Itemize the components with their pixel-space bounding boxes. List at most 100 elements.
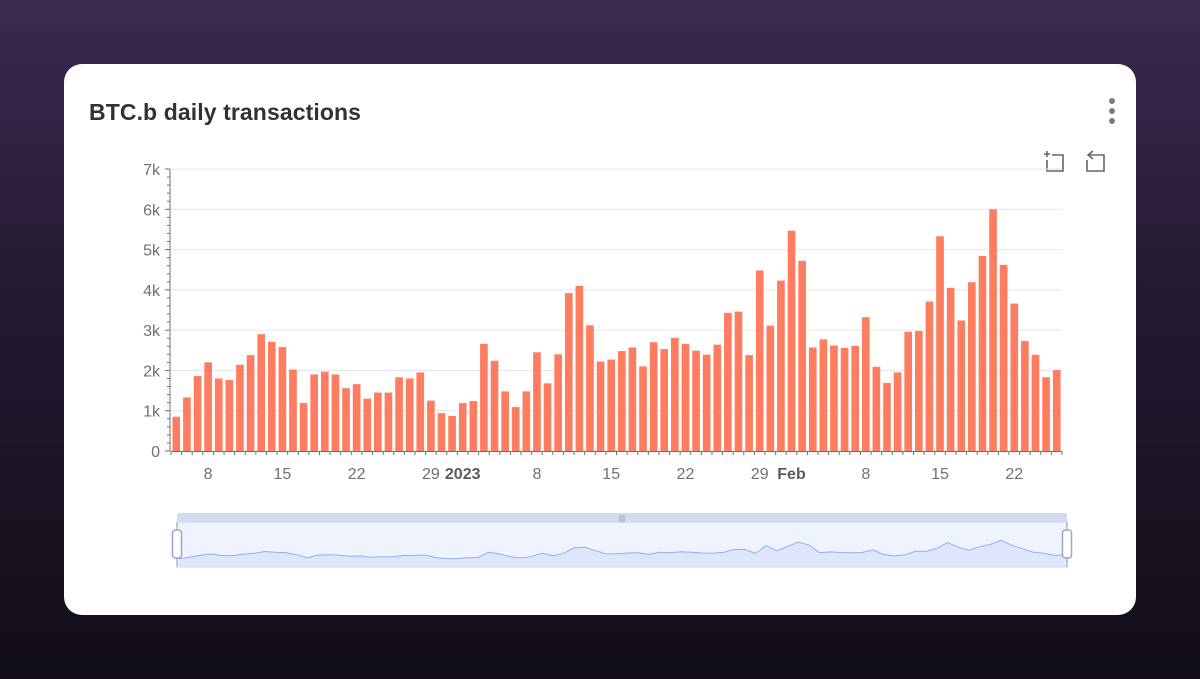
bar bbox=[957, 320, 966, 451]
bar bbox=[946, 287, 955, 451]
y-tick-label: 4k bbox=[143, 283, 161, 300]
bar bbox=[480, 343, 488, 451]
bar bbox=[522, 391, 531, 451]
bar bbox=[204, 362, 212, 451]
bar bbox=[702, 354, 711, 451]
slider-handle-left[interactable] bbox=[171, 529, 183, 559]
bar bbox=[607, 359, 616, 451]
slider-preview-area bbox=[179, 540, 1065, 566]
bar bbox=[363, 398, 372, 451]
bar bbox=[851, 345, 859, 451]
bar bbox=[405, 378, 414, 451]
bar bbox=[883, 382, 891, 451]
bar bbox=[458, 403, 467, 451]
x-tick-label: 15 bbox=[273, 466, 291, 483]
bar bbox=[808, 347, 817, 451]
bar-series bbox=[172, 209, 1061, 451]
zoom-reset-icon[interactable] bbox=[1084, 150, 1108, 174]
slider-top-bar bbox=[177, 513, 1067, 522]
bar bbox=[798, 260, 806, 451]
x-tick-label: 8 bbox=[861, 466, 870, 483]
slider-handle-right[interactable] bbox=[1061, 529, 1073, 559]
bar bbox=[1052, 370, 1061, 451]
y-tick-label: 7k bbox=[143, 162, 161, 179]
chart-card: BTC.b daily transactions 0 1k 2k 3k 4k 5k 6k 7k… bbox=[64, 64, 1136, 615]
bar bbox=[872, 366, 881, 451]
bar bbox=[766, 325, 775, 451]
x-tick-label: 29 bbox=[751, 466, 769, 483]
x-tick-label: 15 bbox=[602, 466, 620, 483]
bar bbox=[840, 347, 849, 451]
bar bbox=[448, 415, 456, 451]
bar bbox=[469, 401, 478, 451]
y-tick-label: 2k bbox=[143, 363, 161, 380]
bar bbox=[267, 341, 276, 451]
x-tick-label: 8 bbox=[532, 466, 541, 483]
x-tick-label: 8 bbox=[204, 466, 213, 483]
bar bbox=[628, 347, 637, 451]
bar bbox=[257, 334, 265, 451]
bar bbox=[352, 384, 361, 451]
x-tick-label: 22 bbox=[677, 466, 695, 483]
bar bbox=[649, 342, 658, 451]
bar bbox=[427, 400, 435, 451]
bar bbox=[968, 282, 976, 451]
bar bbox=[320, 371, 329, 451]
bar bbox=[299, 403, 308, 451]
bar-chart: 0 1k 2k 3k 4k 5k 6k 7k 8 15 22 29 2023 8 15 22 29 Feb 8 15… bbox=[143, 162, 1073, 568]
bar bbox=[819, 339, 828, 451]
bar bbox=[543, 383, 552, 451]
bar bbox=[617, 351, 626, 451]
bar bbox=[246, 355, 255, 451]
bar bbox=[437, 413, 446, 451]
y-tick-label: 6k bbox=[143, 202, 161, 219]
x-tick-label: 22 bbox=[348, 466, 366, 483]
bar bbox=[236, 364, 244, 451]
bar bbox=[787, 230, 796, 451]
bar bbox=[342, 388, 350, 451]
x-tick-label: 22 bbox=[1005, 466, 1023, 483]
bar bbox=[395, 377, 403, 451]
kebab-menu-icon[interactable] bbox=[1104, 98, 1120, 124]
bar bbox=[1031, 354, 1040, 451]
bar bbox=[713, 344, 722, 451]
bar bbox=[564, 293, 573, 451]
bar bbox=[172, 416, 181, 451]
bar bbox=[193, 376, 202, 451]
bar bbox=[692, 350, 700, 451]
bar bbox=[586, 325, 594, 451]
zoom-select-icon[interactable] bbox=[1044, 150, 1068, 174]
slider-preview-line bbox=[178, 539, 1066, 560]
y-tick-label: 1k bbox=[143, 404, 161, 421]
bar bbox=[289, 369, 297, 451]
bar bbox=[331, 374, 340, 451]
bar bbox=[639, 366, 647, 451]
bar bbox=[1010, 303, 1019, 451]
bar bbox=[490, 360, 499, 451]
bar bbox=[183, 397, 191, 451]
bar bbox=[310, 374, 319, 451]
bar bbox=[755, 270, 764, 451]
bar bbox=[671, 337, 679, 451]
bar bbox=[936, 236, 944, 451]
bar bbox=[384, 392, 393, 451]
bar bbox=[914, 330, 923, 451]
bar bbox=[830, 345, 838, 451]
bar bbox=[989, 209, 997, 451]
grid-lines bbox=[171, 168, 1062, 412]
bar bbox=[925, 301, 934, 451]
x-tick-label: Feb bbox=[777, 466, 806, 483]
bar bbox=[1021, 341, 1029, 451]
bar bbox=[416, 372, 425, 451]
bar bbox=[1042, 377, 1050, 451]
bar bbox=[214, 378, 223, 451]
bar bbox=[374, 392, 382, 451]
bar bbox=[734, 311, 743, 451]
data-zoom-slider[interactable]: ||| bbox=[171, 513, 1073, 568]
x-axis: 8 15 22 29 2023 8 15 22 29 Feb 8 15 22 bbox=[170, 451, 1063, 483]
bar bbox=[893, 372, 902, 451]
x-tick-label: 15 bbox=[931, 466, 949, 483]
bar bbox=[861, 317, 870, 451]
bar bbox=[660, 349, 669, 451]
slider-grip-icon: ||| bbox=[619, 514, 625, 523]
